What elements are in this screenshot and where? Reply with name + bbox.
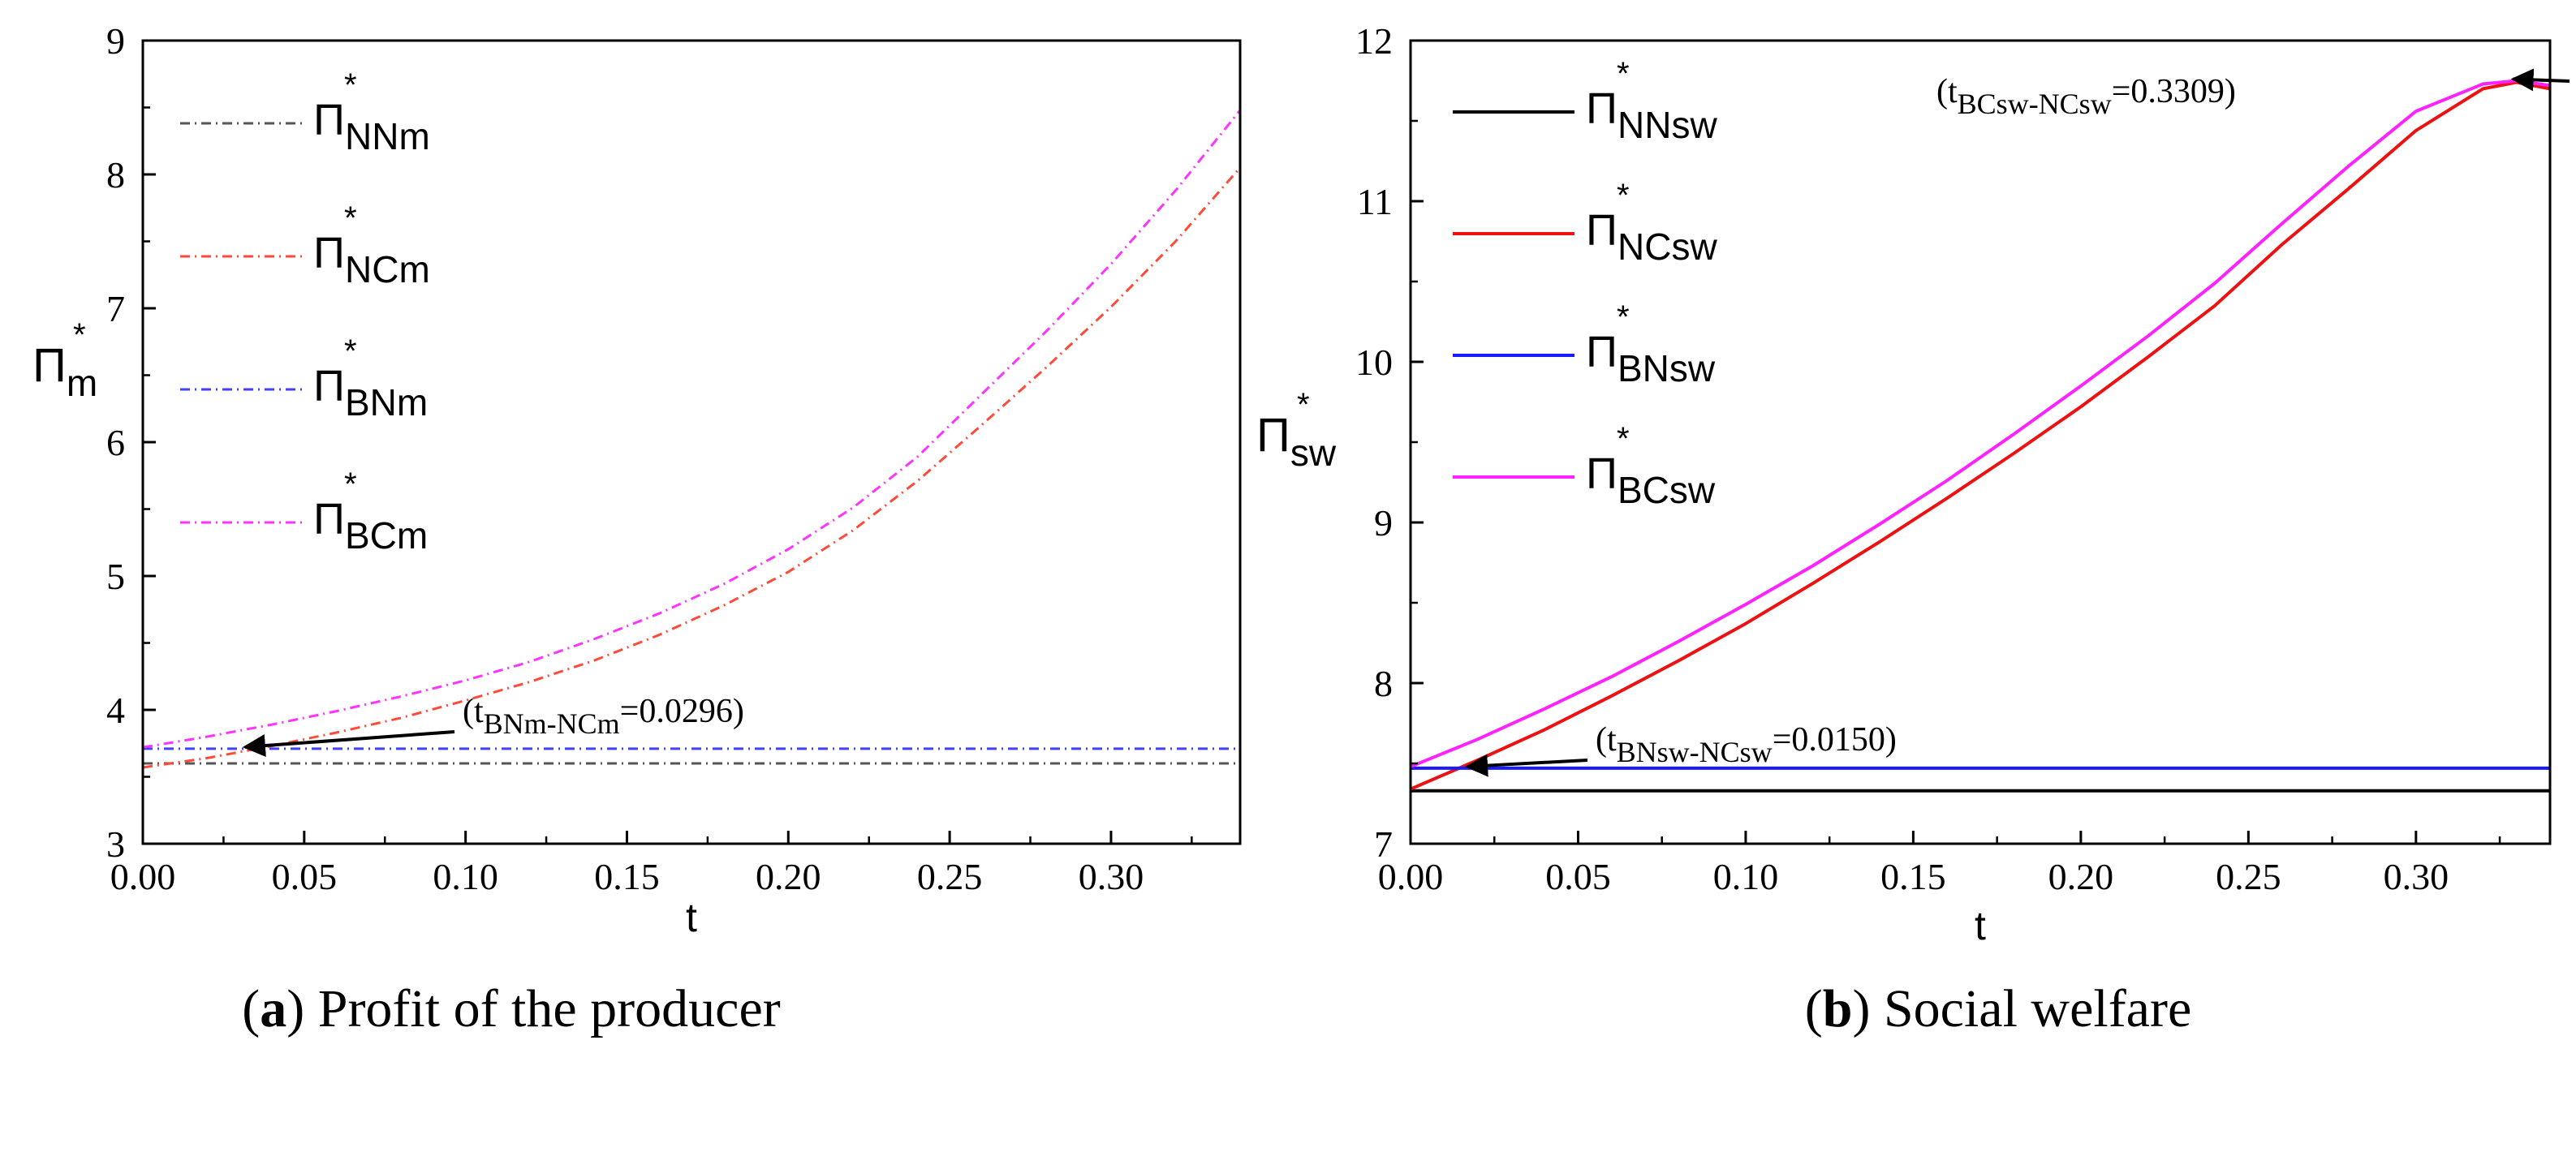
legend-sup-a-BCm: * [344,466,357,502]
y-tick-label-a-0: 3 [106,823,125,865]
annotation-arrow-b-0 [1465,754,1588,777]
y-tick-label-b-0: 7 [1374,823,1393,865]
legend-label-a-NNm: ΠNNm [313,96,430,157]
caption-a-text: Profit of the producer [304,979,781,1038]
caption-a: (a) Profit of the producer [242,979,780,1038]
legend-sup-b-BCsw: * [1617,421,1630,457]
annotation-b-0: (tBNsw-NCsw=0.0150) [1596,721,1897,768]
x-tick-label-a-6: 0.30 [1079,856,1144,897]
x-tick-label-a-1: 0.05 [272,856,338,897]
y-axis-label-sup-b: * [1297,387,1310,423]
legend-sup-b-NNsw: * [1617,56,1630,92]
y-tick-label-b-4: 11 [1357,181,1393,222]
legend-sup-a-NNm: * [344,67,357,103]
x-tick-label-a-5: 0.25 [917,856,983,897]
y-tick-label-a-2: 5 [106,556,125,597]
panel-a-profit-chart: 0.00 0.05 0.10 0.15 0.20 0.25 0.303456789tΠm*Π… [32,20,1242,940]
series-line-a-BCm [143,109,1240,749]
series-line-a-NCm [143,166,1240,769]
y-tick-label-a-4: 7 [106,288,125,329]
annotation-arrow-a-0 [242,730,455,757]
y-tick-label-b-1: 8 [1374,663,1393,704]
x-tick-label-a-3: 0.15 [594,856,660,897]
y-axis-label-b: Πsw [1256,409,1337,474]
legend-sup-b-NCsw: * [1617,178,1630,213]
x-axis-label-a: t [686,895,697,940]
y-tick-label-a-3: 6 [106,422,125,463]
x-tick-label-b-3: 0.15 [1880,856,1946,897]
panel-b-social-welfare-chart: 0.00 0.05 0.10 0.15 0.20 0.25 0.30 7 8 9 10 11 12 t Πs… [1256,20,2570,948]
y-axis-label-sup-a: * [73,317,86,353]
legend-label-b-BCsw: ΠBCsw [1586,449,1716,511]
y-tick-label-a-5: 8 [106,154,125,196]
legend-sup-b-BNsw: * [1617,299,1630,335]
x-tick-label-b-2: 0.10 [1713,856,1779,897]
annotation-b-1: (tBCsw-NCsw=0.3309) [1936,73,2236,120]
legend-label-b-NNsw: ΠNNsw [1586,84,1717,146]
series-line-b-BCsw [1411,79,2550,768]
x-tick-label-b-1: 0.05 [1545,856,1611,897]
caption-b-letter: b [1823,979,1853,1038]
caption-b-text: Social welfare [1870,979,2191,1038]
legend-label-b-NCsw: ΠNCsw [1586,206,1717,268]
legend-label-a-BNm: ΠBNm [313,362,428,423]
x-tick-label-a-0: 0.00 [110,856,176,897]
x-tick-label-a-4: 0.20 [756,856,821,897]
y-tick-label-b-3: 10 [1355,342,1393,383]
x-tick-label-b-5: 0.25 [2216,856,2281,897]
annotation-a-0: (tBNm-NCm=0.0296) [463,693,744,740]
x-tick-label-a-2: 0.10 [433,856,498,897]
y-tick-label-a-1: 4 [106,690,125,731]
caption-a-letter: a [260,979,286,1038]
x-tick-label-b-6: 0.30 [2384,856,2449,897]
y-axis-label-a: Πm [32,339,97,404]
y-tick-label-b-5: 12 [1355,20,1393,62]
x-tick-label-b-0: 0.00 [1378,856,1444,897]
legend-label-b-BNsw: ΠBNsw [1586,328,1716,389]
legend-sup-a-NCm: * [344,200,357,236]
legend-label-a-NCm: ΠNCm [313,229,430,290]
x-axis-label-b: t [1975,903,1986,948]
y-tick-label-a-6: 9 [106,20,125,62]
series-line-b-NCsw [1411,80,2550,791]
caption-b: (b) Social welfare [1805,979,2192,1038]
x-tick-label-b-4: 0.20 [2048,856,2114,897]
legend-label-a-BCm: ΠBCm [313,495,428,557]
legend-sup-a-BNm: * [344,333,357,369]
y-tick-label-b-2: 9 [1374,502,1393,544]
annotation-arrow-b-1 [2510,68,2570,92]
